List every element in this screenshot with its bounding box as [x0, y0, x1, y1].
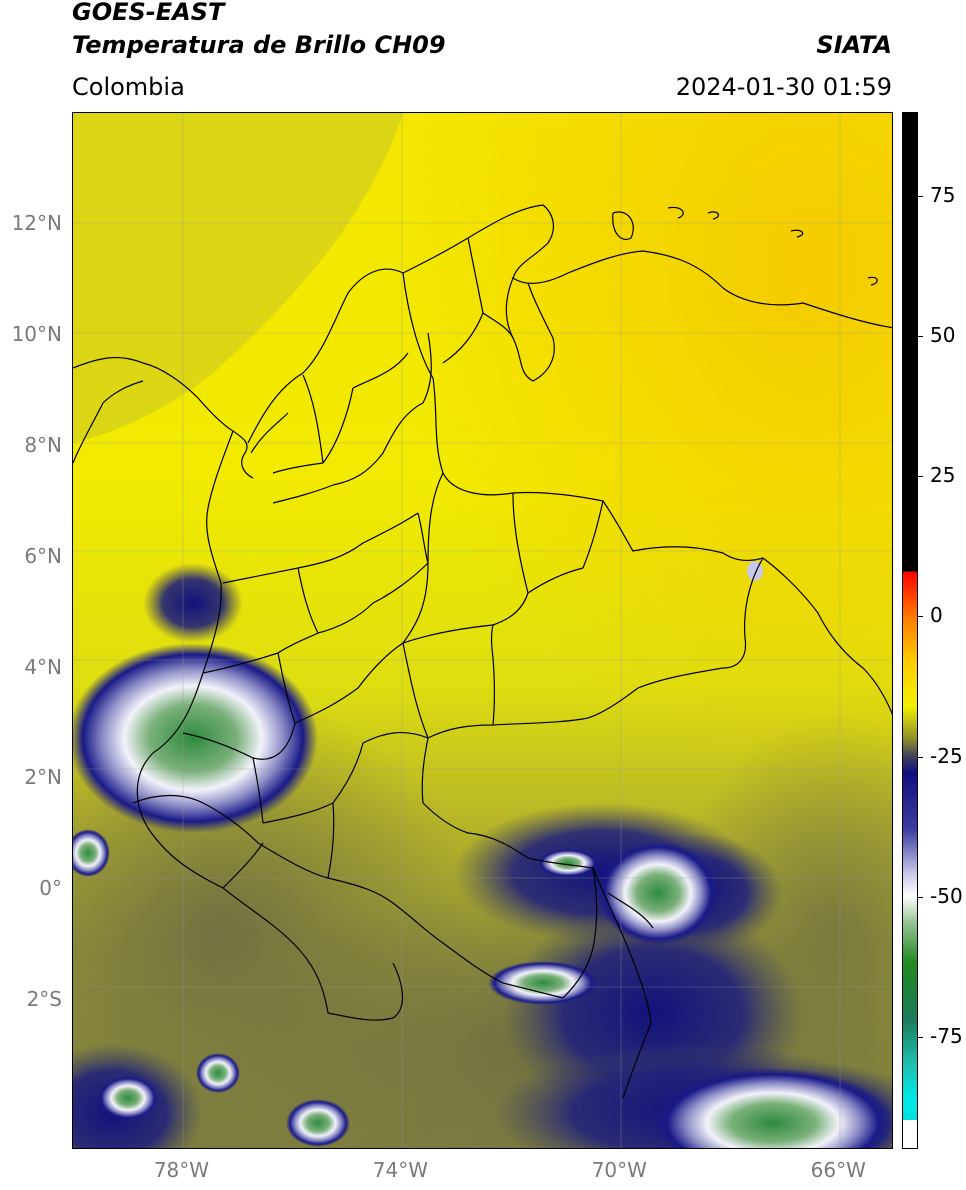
colorbar-tick-label: 50: [930, 323, 956, 348]
colorbar-tick-mark: [918, 896, 923, 898]
colorbar-tick-mark: [918, 616, 923, 618]
lat-tick-label: 0°: [39, 876, 62, 901]
lat-tick-label: 10°N: [11, 321, 62, 346]
colorbar-tick-mark: [918, 756, 923, 758]
lat-tick-label: 4°N: [24, 654, 62, 679]
colorbar-tick-mark: [918, 336, 923, 338]
colorbar-tick-mark: [918, 476, 923, 478]
lon-tick-label: 66°W: [810, 1158, 866, 1182]
lat-tick-label: 2°N: [24, 765, 62, 790]
satellite-title: GOES-EAST: [72, 0, 225, 26]
temperature-colorbar: [902, 112, 918, 1149]
lon-tick-label: 74°W: [372, 1158, 428, 1182]
product-title: Temperatura de Brillo CH09: [72, 31, 446, 59]
satellite-map[interactable]: [72, 112, 893, 1149]
region-label: Colombia: [72, 73, 185, 101]
colorbar-tick-label: 25: [930, 463, 956, 488]
colorbar-tick-label: 75: [930, 183, 956, 208]
datetime-label: 2024-01-30 01:59: [675, 73, 892, 101]
colorbar-tick-label: -75: [930, 1023, 963, 1048]
lat-tick-label: 2°S: [26, 987, 62, 1012]
lon-tick-label: 70°W: [591, 1158, 647, 1182]
colorbar-tick-label: -25: [930, 743, 963, 768]
organization-label: SIATA: [816, 31, 892, 59]
lat-tick-label: 12°N: [11, 210, 62, 235]
colorbar-tick-label: 0: [930, 603, 943, 628]
colorbar-tick-mark: [918, 1036, 923, 1038]
colorbar-tick-mark: [918, 196, 923, 198]
colorbar-tick-label: -50: [930, 883, 963, 908]
lat-tick-label: 6°N: [24, 543, 62, 568]
political-boundaries: [73, 204, 892, 1099]
lon-tick-label: 78°W: [153, 1158, 210, 1182]
lat-tick-label: 8°N: [24, 432, 62, 457]
brightness-temperature-image: [73, 113, 892, 1148]
graticule: [73, 113, 892, 1148]
